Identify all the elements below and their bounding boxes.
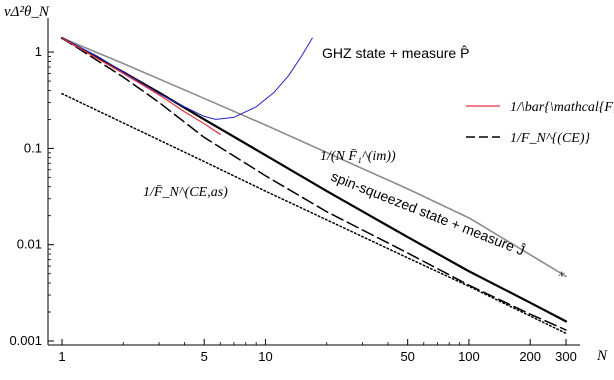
legend-label-red: 1/\bar{\mathcal{F}}_N^{(im,l)} bbox=[510, 100, 614, 115]
y-minor-ticks bbox=[48, 56, 51, 313]
y-tick-label: 0.01 bbox=[17, 237, 42, 252]
series-line-im-red bbox=[61, 37, 221, 135]
series-line-ghz-blue bbox=[61, 37, 313, 120]
y-ticks: 0.001 0.01 0.1 1 bbox=[9, 44, 54, 348]
y-tick-label: 0.1 bbox=[24, 140, 42, 155]
y-axis-label: νΔ²θ_N bbox=[4, 4, 50, 20]
x-tick-label: 10 bbox=[258, 349, 272, 364]
series-layer bbox=[60, 36, 568, 335]
x-minor-ticks bbox=[122, 342, 461, 345]
gray-line-annotation: 1/(N F̄₁^(im)) bbox=[320, 149, 396, 164]
spin-squeezed-annotation-group: spin-squeezed state + measure Ĵ x bbox=[329, 168, 567, 280]
series-line-ce-dashed bbox=[61, 37, 567, 331]
spin-squeezed-annotation: spin-squeezed state + measure Ĵ bbox=[329, 168, 527, 259]
x-axis-label: N bbox=[596, 348, 608, 364]
spin-squeezed-subscript: x bbox=[557, 268, 567, 280]
series-line-ce-as-dotted bbox=[61, 92, 567, 335]
axes bbox=[47, 18, 580, 346]
x-tick-label: 5 bbox=[201, 349, 208, 364]
x-ticks: 1 5 10 50 100 200 300 bbox=[58, 339, 577, 364]
x-tick-label: 200 bbox=[519, 349, 541, 364]
x-tick-label: 300 bbox=[555, 349, 577, 364]
legend-label-dashed: 1/F_N^{(CE)} bbox=[510, 131, 590, 146]
series-line-gray bbox=[61, 37, 567, 278]
ghz-annotation: GHZ state + measure P̂ bbox=[322, 45, 469, 61]
legend: 1/\bar{\mathcal{F}}_N^{(im,l)} 1/F_N^{(C… bbox=[466, 100, 614, 146]
x-tick-label: 50 bbox=[400, 349, 414, 364]
y-tick-label: 0.001 bbox=[9, 333, 42, 348]
x-tick-label: 100 bbox=[458, 349, 480, 364]
dotted-line-annotation: 1/F̄_N^(CE,as) bbox=[143, 185, 228, 200]
y-tick-label: 1 bbox=[35, 44, 42, 59]
x-tick-label: 1 bbox=[58, 349, 65, 364]
